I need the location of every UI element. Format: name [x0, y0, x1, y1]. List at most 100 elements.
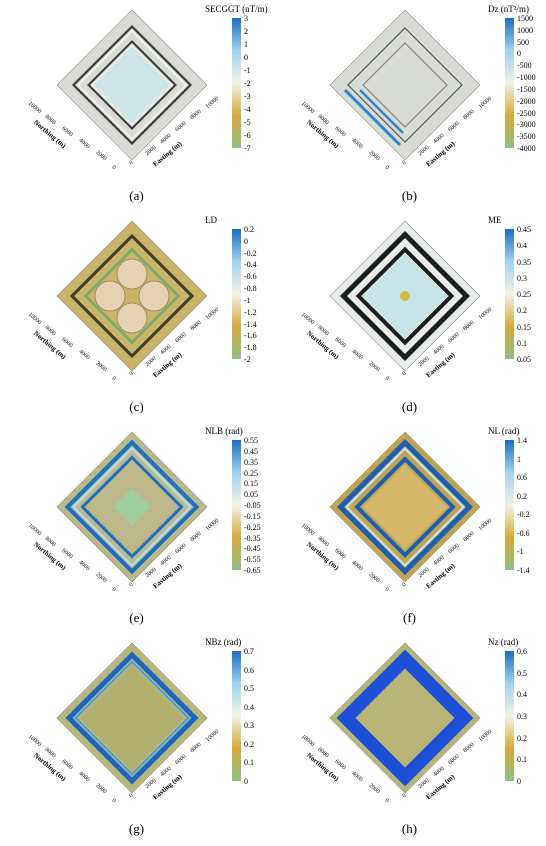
surface-plot — [329, 431, 481, 583]
colorbar — [232, 229, 241, 359]
colorbar-tick-label: -4 — [244, 105, 251, 114]
panel-caption: (a) — [129, 188, 144, 203]
colorbar-tick-label: 0.35 — [244, 457, 258, 467]
colorbar-tick-label: 0.2 — [244, 225, 254, 234]
colorbar — [505, 651, 514, 781]
figure-panel: Easting (m) Northing (m) 0 2000 4000 6000 8000… — [0, 211, 273, 422]
panel-caption: (d) — [401, 399, 418, 414]
anomaly-line — [343, 88, 402, 147]
anomaly-ring — [65, 651, 199, 785]
colorbar-title: NBz (rad) — [205, 637, 242, 647]
colorbar-tick-label: -3500 — [517, 132, 536, 142]
colorbar-tick-label: -0.25 — [244, 522, 261, 532]
figure-panel: Easting (m) Northing (m) 0 2000 4000 6000 8000… — [273, 0, 546, 211]
anomaly-ring — [80, 455, 184, 559]
colorbar-tick-label: 1 — [517, 454, 521, 464]
colorbar-tick-label: -1 — [244, 295, 251, 305]
colorbar-tick-label: 0.2 — [517, 306, 527, 316]
anomaly-ring — [83, 247, 181, 345]
colorbar-tick-label: -0.15 — [244, 511, 261, 521]
surface-plot — [56, 642, 208, 794]
colorbar-tick-label: -0.45 — [244, 544, 261, 554]
anomaly-ring — [72, 447, 192, 567]
figure-panel: Easting (m) Northing (m) 0 2000 4000 6000 8000… — [0, 422, 273, 633]
colorbar-tick-label: -3 — [244, 92, 251, 101]
colorbar-tick-label: 0.1 — [517, 338, 527, 348]
panel-caption: (c) — [129, 399, 144, 414]
anomaly-ring — [355, 246, 455, 346]
colorbar-tick-label: 1.4 — [517, 436, 527, 445]
anomaly-ring — [336, 649, 474, 787]
colorbar-tick-label: -1.8 — [244, 343, 257, 353]
colorbar-title: Dz (nT²/m) — [488, 4, 529, 14]
anomaly-bump — [116, 258, 148, 290]
center-peak — [400, 291, 410, 301]
colorbar-tick-label: -3000 — [517, 120, 536, 130]
colorbar-tick-label: 0 — [517, 49, 521, 59]
colorbar-tick-label: -1 — [517, 547, 524, 557]
anomaly-bump — [138, 280, 170, 312]
center-dip — [113, 488, 151, 526]
colorbar-tick-label: 0 — [517, 777, 521, 786]
colorbar-tick-label: 0.15 — [517, 322, 531, 332]
colorbar-title: NLB (rad) — [205, 426, 243, 436]
anomaly-bump — [94, 280, 126, 312]
surface-plot — [56, 9, 208, 161]
colorbar-tick-label: 500 — [517, 37, 529, 47]
colorbar-tick-label: -1.6 — [244, 331, 257, 341]
colorbar-tick-label: 0 — [244, 777, 248, 786]
panel-caption: (b) — [401, 188, 418, 203]
anomaly-ring — [347, 27, 463, 143]
colorbar-tick-label: -2 — [244, 79, 251, 88]
colorbar-tick-label: 0.5 — [244, 684, 254, 694]
colorbar-tick-label: -4000 — [517, 144, 536, 153]
anomaly-line — [359, 89, 404, 134]
anomaly-ring — [76, 29, 188, 141]
colorbar-tick-label: 0.4 — [517, 690, 527, 700]
panel-caption: (f) — [403, 610, 416, 625]
anomaly-ring — [87, 40, 177, 130]
colorbar-tick-label: -0.6 — [517, 528, 530, 538]
colorbar — [505, 18, 514, 148]
inner-plateau — [355, 668, 455, 768]
anomaly-ring — [362, 42, 448, 128]
panel-caption: (g) — [128, 821, 145, 836]
colorbar-tick-label: -0.2 — [244, 248, 257, 258]
colorbar-tick-label: 0.7 — [244, 647, 254, 656]
surface-base — [56, 220, 208, 372]
colorbar-tick-label: 0.2 — [517, 491, 527, 501]
colorbar-tick-label: -1500 — [517, 84, 536, 94]
colorbar-tick-label: 0.05 — [517, 355, 531, 364]
figure-panel: Easting (m) Northing (m) 0 2000 4000 6000 8000… — [273, 633, 546, 844]
colorbar-tick-label: 0.6 — [517, 473, 527, 483]
colorbar-tick-label: 3 — [244, 14, 248, 23]
colorbar-tick-label: 0.05 — [244, 490, 258, 500]
colorbar-title: NL (rad) — [488, 426, 520, 436]
colorbar-tick-label: -1.4 — [244, 319, 257, 329]
anomaly-ring — [339, 230, 471, 362]
inner-plateau — [363, 465, 447, 549]
inner-plateau — [79, 665, 185, 771]
colorbar — [505, 440, 514, 570]
colorbar-tick-label: -0.6 — [244, 272, 257, 282]
colorbar-tick-label: 0.3 — [517, 273, 527, 283]
colorbar-tick-label: 0.15 — [244, 479, 258, 489]
colorbar-tick-label: 0.4 — [244, 702, 254, 712]
colorbar-tick-label: -2 — [244, 355, 251, 364]
anomaly-ring — [91, 44, 173, 126]
colorbar-tick-label: -0.2 — [517, 510, 530, 520]
colorbar-tick-label: -5 — [244, 118, 251, 127]
colorbar-tick-label: 2 — [244, 27, 248, 36]
colorbar-tick-label: 0.6 — [244, 665, 254, 675]
colorbar-tick-label: -500 — [517, 61, 532, 71]
colorbar-tick-label: 0.2 — [517, 733, 527, 743]
colorbar-tick-label: 0.2 — [244, 739, 254, 749]
colorbar-tick-label: -0.05 — [244, 501, 261, 510]
anomaly-bump — [116, 302, 148, 334]
anomaly-ring — [336, 438, 474, 576]
surface-plot — [56, 220, 208, 372]
surface-plot — [329, 642, 481, 794]
colorbar-tick-label: -0.4 — [244, 260, 257, 270]
colorbar-tick-label: 1500 — [517, 14, 533, 23]
colorbar-title: ME — [488, 215, 502, 225]
